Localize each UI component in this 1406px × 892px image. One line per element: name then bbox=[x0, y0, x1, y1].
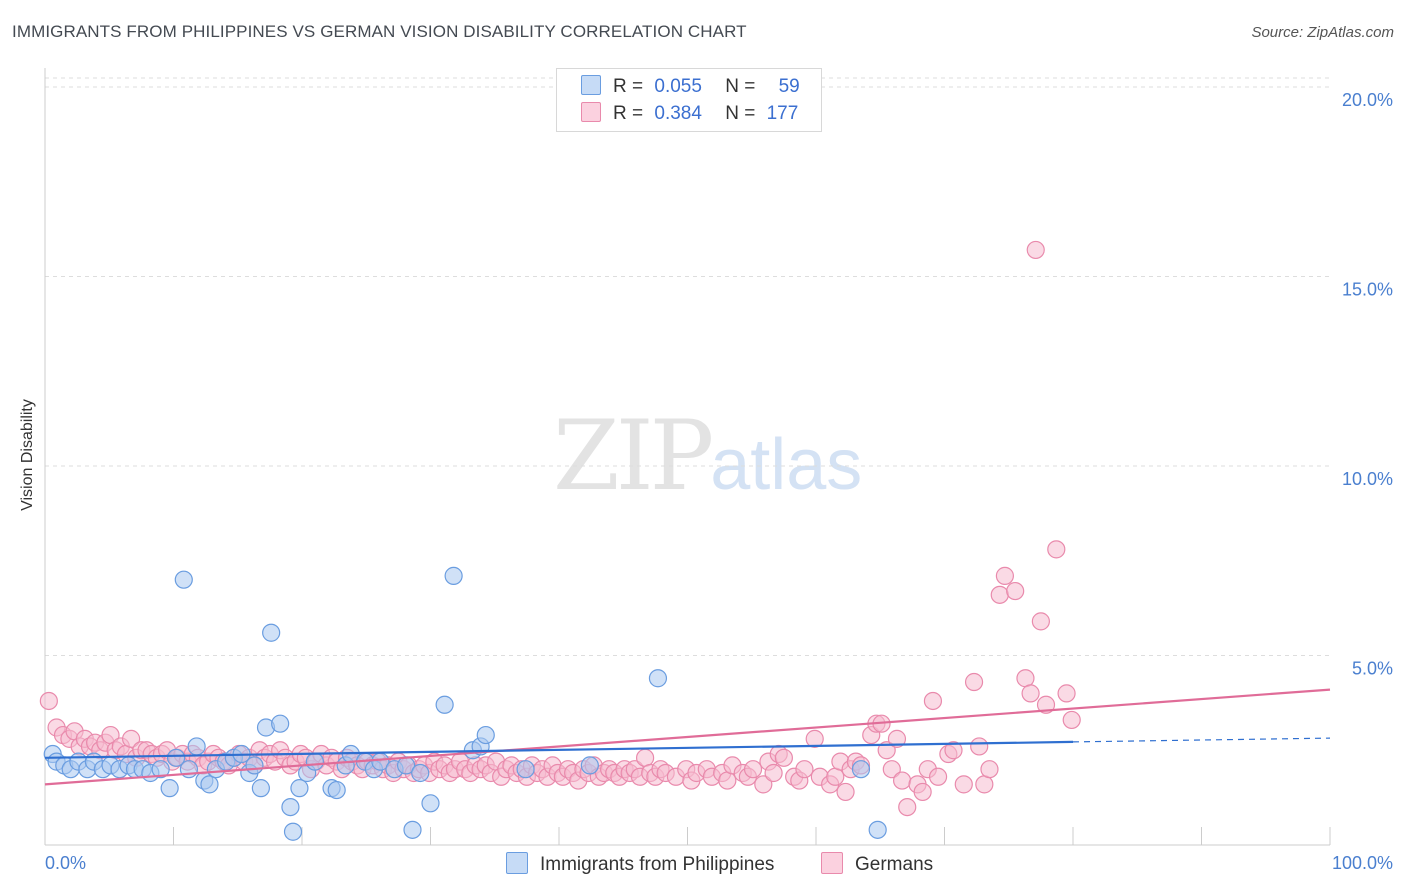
germans-point bbox=[980, 760, 999, 779]
germans-point bbox=[718, 771, 737, 790]
philippines-point bbox=[327, 780, 346, 800]
germans-point bbox=[795, 760, 814, 779]
legend-n-value: 177 bbox=[766, 103, 799, 124]
philippines-point bbox=[476, 725, 495, 745]
germans-point bbox=[975, 775, 994, 794]
philippines-point bbox=[444, 566, 463, 585]
legend-swatch-blue bbox=[581, 75, 601, 95]
chart-title: IMMIGRANTS FROM PHILIPPINES VS GERMAN VI… bbox=[12, 22, 747, 41]
legend-row-germans: R = 0.384 N = 177 bbox=[581, 102, 798, 126]
legend-n-value: 59 bbox=[778, 76, 800, 97]
philippines-point bbox=[305, 752, 324, 771]
philippines-point bbox=[262, 623, 281, 642]
philippines-point bbox=[160, 779, 179, 798]
germans-point bbox=[954, 775, 973, 794]
germans-point bbox=[995, 566, 1014, 585]
germans-point bbox=[1036, 695, 1056, 714]
zipatlas-watermark: ZIPatlas bbox=[553, 400, 862, 512]
germans-point bbox=[923, 691, 943, 711]
germans-point bbox=[1057, 684, 1076, 703]
philippines-point bbox=[251, 779, 270, 798]
germans-point bbox=[1006, 581, 1025, 601]
germans-point bbox=[990, 585, 1009, 604]
x-tick-label-min: 0.0% bbox=[45, 853, 86, 873]
philippines-point bbox=[411, 763, 430, 783]
germans-point bbox=[887, 729, 907, 748]
germans-point bbox=[1016, 669, 1035, 688]
philippines-point bbox=[580, 756, 599, 775]
bottom-legend-philippines: Immigrants from Philippines bbox=[506, 852, 774, 876]
germans-point bbox=[805, 729, 824, 748]
y-tick-label: 15.0% bbox=[1342, 279, 1393, 299]
x-tick-label-max: 100.0% bbox=[1332, 853, 1393, 873]
germans-point bbox=[836, 782, 855, 802]
philippines-trend-line bbox=[44, 740, 1074, 759]
germans-trend-line bbox=[44, 688, 1331, 786]
germans-point bbox=[882, 760, 901, 779]
germans-point bbox=[635, 748, 655, 767]
legend-swatch-pink bbox=[581, 102, 601, 122]
germans-point bbox=[892, 771, 912, 790]
legend-n-label: N = bbox=[725, 76, 756, 97]
y-axis-label: Vision Disability bbox=[19, 399, 36, 511]
philippines-point bbox=[281, 797, 300, 817]
legend-row-philippines: R = 0.055 N = 59 bbox=[581, 75, 800, 99]
germans-point bbox=[913, 782, 932, 802]
philippines-trend-extension bbox=[1072, 737, 1331, 743]
germans-point bbox=[774, 748, 793, 767]
watermark-zip: ZIP bbox=[553, 400, 714, 512]
germans-point bbox=[826, 767, 845, 786]
philippines-point bbox=[421, 794, 440, 813]
philippines-point bbox=[187, 737, 206, 756]
germans-point bbox=[39, 691, 58, 711]
stats-legend: R = 0.055 N = 59 R = 0.384 N = 177 bbox=[556, 68, 822, 132]
y-tick-label: 5.0% bbox=[1352, 658, 1393, 678]
germans-point bbox=[121, 729, 141, 748]
bottom-legend-label: Immigrants from Philippines bbox=[540, 854, 775, 875]
germans-point bbox=[1021, 684, 1040, 703]
germans-point bbox=[1047, 540, 1066, 559]
philippines-point bbox=[283, 822, 303, 841]
philippines-point bbox=[166, 748, 186, 767]
germans-point bbox=[928, 767, 948, 786]
germans-point bbox=[1062, 710, 1081, 730]
legend-r-value: 0.384 bbox=[654, 103, 702, 124]
germans-point bbox=[1026, 240, 1045, 260]
y-tick-label: 10.0% bbox=[1342, 469, 1393, 489]
watermark-atlas: atlas bbox=[710, 425, 863, 505]
legend-r-value: 0.055 bbox=[654, 76, 702, 97]
bottom-legend-label: Germans bbox=[855, 854, 934, 875]
philippines-point bbox=[200, 775, 219, 794]
germans-point bbox=[743, 760, 763, 779]
philippines-point bbox=[174, 570, 193, 589]
germans-point bbox=[964, 672, 984, 692]
philippines-point bbox=[151, 760, 170, 779]
germans-point bbox=[898, 797, 917, 817]
germans-point bbox=[764, 763, 783, 783]
germans-point bbox=[1031, 612, 1050, 631]
philippines-point bbox=[271, 714, 290, 733]
philippines-point bbox=[403, 820, 422, 839]
bottom-legend-swatch-blue bbox=[506, 852, 528, 874]
y-tick-label: 20.0% bbox=[1342, 90, 1393, 110]
bottom-legend-swatch-pink bbox=[821, 852, 843, 874]
bottom-legend-germans: Germans bbox=[821, 852, 933, 876]
germans-point bbox=[877, 741, 896, 760]
source-label: Source: ZipAtlas.com bbox=[1251, 24, 1394, 41]
philippines-point bbox=[868, 820, 887, 839]
legend-r-label: R = bbox=[613, 76, 644, 97]
philippines-point bbox=[648, 669, 668, 688]
germans-point bbox=[970, 737, 989, 756]
philippines-point bbox=[435, 695, 454, 714]
philippines-point bbox=[516, 760, 535, 779]
philippines-point bbox=[290, 779, 309, 798]
philippines-point bbox=[851, 760, 871, 779]
legend-n-label: N = bbox=[725, 103, 756, 124]
germans-point bbox=[944, 741, 963, 760]
legend-r-label: R = bbox=[613, 103, 644, 124]
germans-point bbox=[754, 775, 773, 794]
philippines-point bbox=[245, 756, 264, 775]
